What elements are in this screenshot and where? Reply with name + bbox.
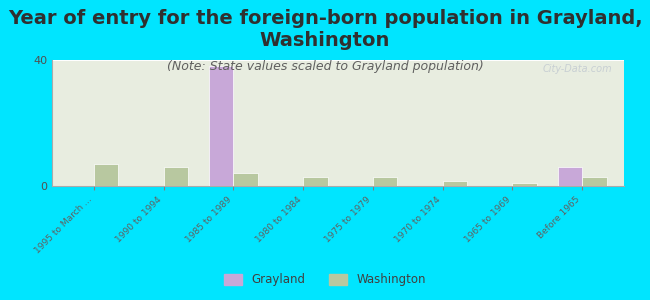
Bar: [164, 167, 188, 186]
Bar: [233, 173, 258, 186]
Bar: [303, 176, 328, 186]
Text: Year of entry for the foreign-born population in Grayland,
Washington: Year of entry for the foreign-born popul…: [8, 9, 642, 50]
Bar: [373, 176, 397, 186]
Bar: [209, 66, 233, 186]
Bar: [94, 164, 118, 186]
Legend: Grayland, Washington: Grayland, Washington: [220, 269, 430, 291]
Text: City-Data.com: City-Data.com: [543, 64, 612, 74]
Bar: [582, 176, 606, 186]
Bar: [558, 167, 582, 186]
Bar: [443, 181, 467, 186]
Bar: [512, 183, 537, 186]
Text: (Note: State values scaled to Grayland population): (Note: State values scaled to Grayland p…: [166, 60, 484, 73]
